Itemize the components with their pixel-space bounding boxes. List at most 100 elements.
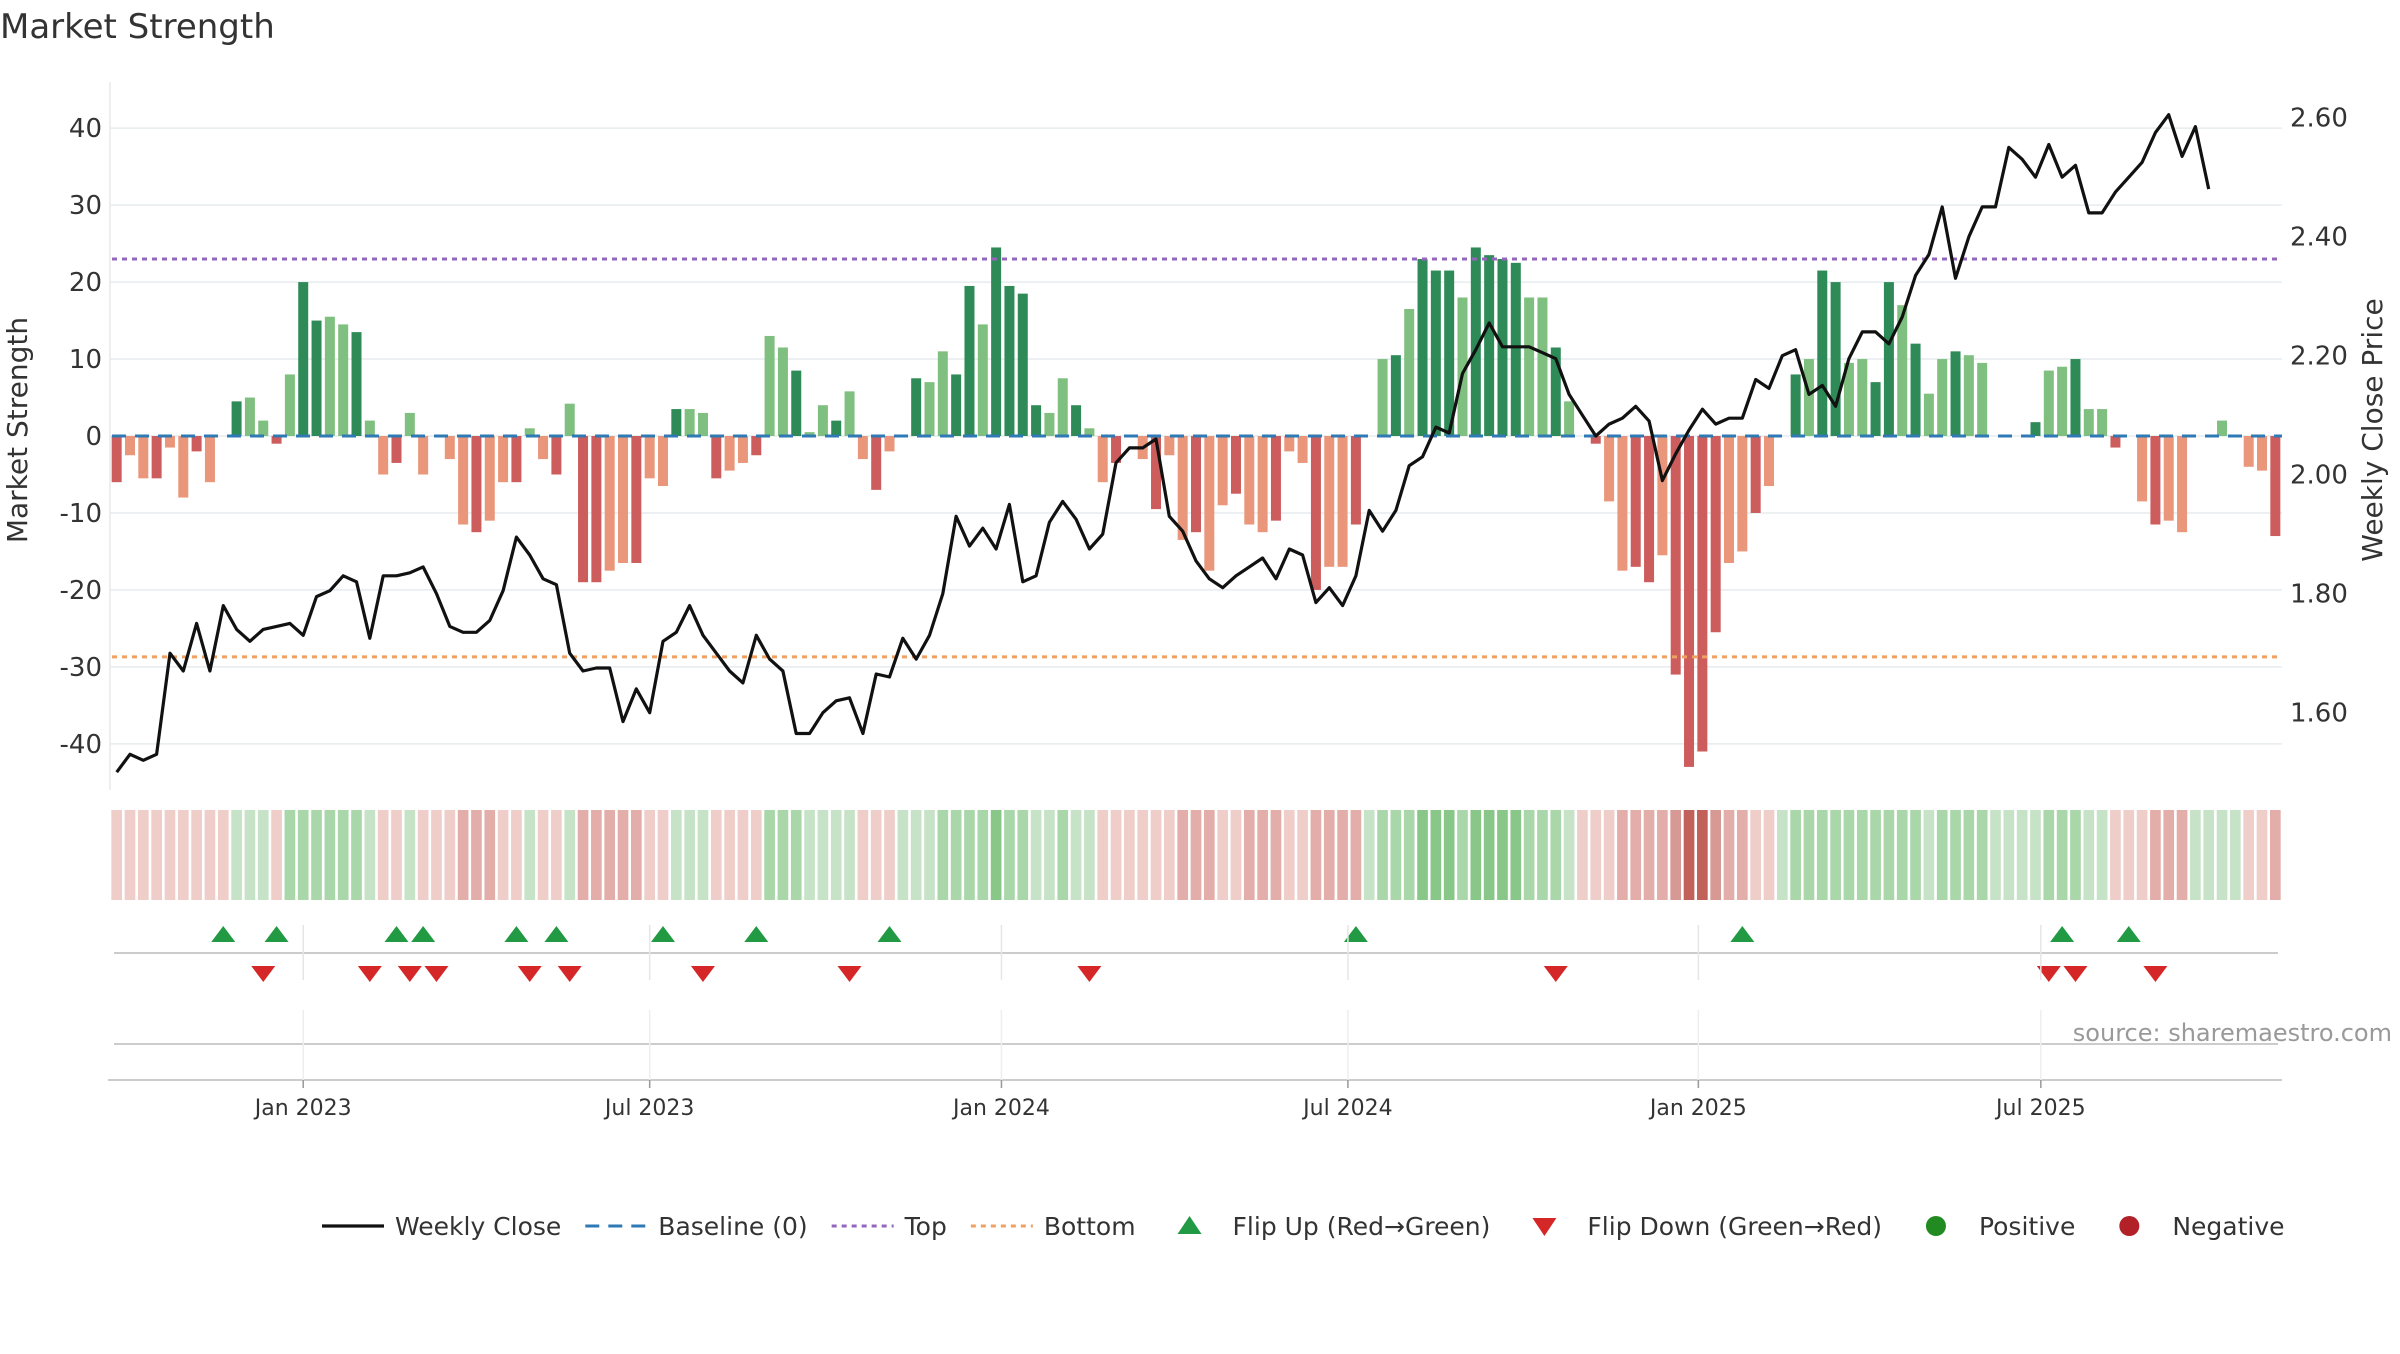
heat-cell [351, 810, 362, 900]
heat-cell [777, 810, 789, 900]
legend-label: Positive [1979, 1212, 2075, 1241]
flip-down-marker [357, 966, 382, 982]
strength-bar [724, 436, 735, 471]
strength-bar [1670, 436, 1681, 675]
strength-bar [1510, 262, 1521, 436]
strength-bar [2137, 436, 2148, 502]
y-tick-label-left: -30 [60, 653, 102, 683]
heat-cell [1390, 810, 1402, 900]
strength-bar [2083, 409, 2094, 436]
heat-cell [1137, 810, 1149, 900]
flip-up-marker [2050, 926, 2075, 942]
heat-cell [2043, 810, 2055, 900]
strength-bar [1484, 255, 1495, 436]
legend-label: Flip Up (Red→Green) [1233, 1212, 1491, 1241]
strength-bar [1044, 412, 1055, 436]
flip-up-marker [2116, 926, 2141, 942]
strength-bar [764, 335, 775, 436]
left-axis-title: Market Strength [1, 317, 34, 543]
strength-bar [391, 436, 402, 463]
heat-cell [924, 810, 935, 900]
flip-up-marker [744, 926, 769, 942]
heat-cell [1164, 810, 1175, 900]
heat-cell [1497, 810, 1508, 900]
strength-bar [1310, 436, 1321, 590]
heat-cell [151, 810, 162, 900]
legend-swatch-circle [2119, 1216, 2140, 1236]
strength-bar [1377, 359, 1388, 436]
strength-bar [1617, 436, 1628, 571]
strength-bar [1697, 436, 1708, 752]
heat-cell [750, 810, 762, 900]
heat-cell [857, 810, 869, 900]
strength-bar [631, 436, 642, 563]
strength-bar [1444, 270, 1455, 436]
heat-cell [897, 810, 909, 900]
heat-cell [1190, 810, 1202, 900]
legend-swatch-flip-down [1532, 1218, 1557, 1236]
heat-cell [937, 810, 949, 900]
heat-cell [1363, 810, 1375, 900]
strength-bar [1084, 428, 1095, 436]
heat-cell [564, 810, 576, 900]
strength-bar [1164, 436, 1175, 456]
heat-cell [2110, 810, 2121, 900]
flip-up-marker [1343, 926, 1368, 942]
heat-cell [1603, 810, 1615, 900]
strength-bar [777, 347, 788, 436]
heat-cell [1084, 810, 1095, 900]
strength-bar [578, 436, 589, 583]
heat-cell [377, 810, 389, 900]
x-tick-label: Jul 2023 [603, 1096, 695, 1121]
heat-cell [1910, 810, 1921, 900]
heat-cell [1044, 810, 1055, 900]
heat-cell [537, 810, 549, 900]
flip-up-marker [504, 926, 529, 942]
strength-bar [1843, 362, 1854, 436]
heat-cell [697, 810, 709, 900]
strength-bar [1244, 436, 1255, 525]
strength-bar [2243, 436, 2254, 467]
strength-bars [111, 247, 2281, 767]
heat-cell [1657, 810, 1668, 900]
strength-bar [1230, 436, 1241, 494]
heat-cell [1297, 810, 1308, 900]
strength-bar [2257, 436, 2268, 471]
flip-down-marker [424, 966, 449, 982]
heat-cell [1990, 810, 2001, 900]
x-tick-label: Jul 2024 [1301, 1096, 1393, 1121]
heat-cell [431, 810, 442, 900]
legend-label: Weekly Close [395, 1212, 561, 1241]
strength-bar [1004, 285, 1015, 436]
heat-cell [1710, 810, 1722, 900]
heat-cell [844, 810, 855, 900]
heat-cell [337, 810, 349, 900]
legend-label: Bottom [1044, 1212, 1136, 1241]
strength-bar [2270, 436, 2281, 537]
heat-cell [2150, 810, 2161, 900]
heat-cell [817, 810, 829, 900]
heat-cell [1843, 810, 1855, 900]
strength-bar [2057, 366, 2068, 436]
y-tick-label-right: 1.80 [2290, 580, 2348, 610]
strength-bar [1390, 355, 1401, 436]
heat-cell [591, 810, 602, 900]
strength-bar [964, 285, 975, 436]
strength-bar [138, 436, 149, 479]
heat-cell [524, 810, 536, 900]
heat-cell [724, 810, 735, 900]
strength-bar [911, 378, 922, 436]
flip-up-marker [411, 926, 436, 942]
strength-bar [1111, 436, 1122, 463]
strength-bar [604, 436, 615, 571]
heat-cell [631, 810, 642, 900]
strength-bar [511, 436, 522, 483]
strength-bar [1724, 436, 1735, 563]
flip-up-marker [650, 926, 675, 942]
heat-cell [884, 810, 895, 900]
heat-cell [2176, 810, 2188, 900]
strength-bar [684, 409, 695, 436]
heat-cell [497, 810, 509, 900]
legend-label: Baseline (0) [658, 1212, 807, 1241]
strength-bar [1470, 247, 1481, 436]
